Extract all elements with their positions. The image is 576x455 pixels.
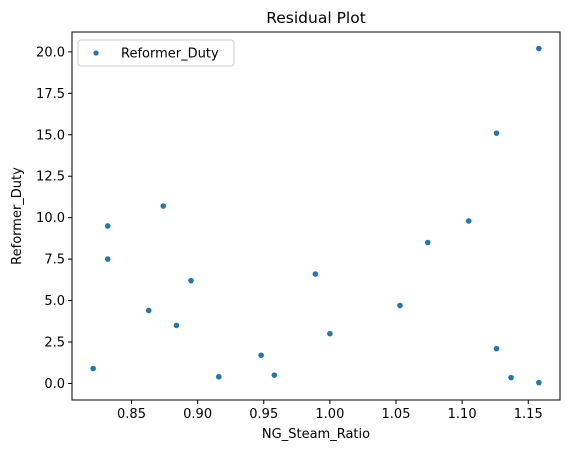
x-tick-label: 1.15 <box>514 407 543 422</box>
scatter-point <box>271 372 278 378</box>
scatter-point <box>465 218 472 224</box>
y-tick-label: 20.0 <box>36 45 65 60</box>
y-tick-label: 5.0 <box>44 294 65 309</box>
x-tick-label: 0.85 <box>117 407 146 422</box>
scatter-point <box>493 130 500 136</box>
x-tick-label: 1.10 <box>448 407 477 422</box>
legend-box <box>77 39 235 67</box>
axis-ticks: 0.85 0.90 0.95 1.00 1.05 1.10 1.15 0.0 2.5 5.0 7.5… <box>36 45 543 422</box>
scatter-point <box>258 352 264 359</box>
x-tick-label: 0.90 <box>183 407 212 422</box>
y-tick-label: 7.5 <box>44 253 65 268</box>
scatter-point <box>188 277 194 284</box>
legend: Reformer_Duty <box>77 39 235 67</box>
scatter-point <box>508 374 514 381</box>
scatter-point <box>145 307 152 314</box>
scatter-point <box>397 302 403 309</box>
y-axis-label: Reformer_Duty <box>10 167 25 265</box>
y-tick-label: 0.0 <box>44 377 65 392</box>
scatter-point <box>104 256 111 262</box>
scatter-point <box>424 239 431 246</box>
y-tick-label: 10.0 <box>36 211 65 226</box>
scatter-point <box>90 365 96 372</box>
x-tick-label: 0.95 <box>249 407 278 422</box>
scatter-point <box>327 330 333 337</box>
y-tick-label: 12.5 <box>36 170 65 185</box>
legend-marker <box>93 50 99 56</box>
legend-label: Reformer_Duty <box>121 47 219 62</box>
y-tick-label: 17.5 <box>36 87 65 102</box>
y-tick-label: 15.0 <box>36 128 65 143</box>
x-tick-label: 1.05 <box>382 407 411 422</box>
scatter-point <box>536 45 542 52</box>
scatter-point <box>312 271 319 277</box>
axes-frame <box>71 31 561 401</box>
plot-area <box>71 31 561 401</box>
chart-title: Residual Plot <box>266 9 366 27</box>
scatter-point <box>104 223 111 229</box>
y-tick-label: 2.5 <box>44 335 65 350</box>
x-axis-label: NG_Steam_Ratio <box>262 427 370 442</box>
scatter-point <box>536 379 542 386</box>
scatter-points <box>90 45 542 386</box>
scatter-point <box>173 322 180 329</box>
scatter-point <box>493 345 500 352</box>
scatter-point <box>215 373 222 380</box>
scatter-point <box>160 203 167 209</box>
x-tick-label: 1.00 <box>315 407 344 422</box>
